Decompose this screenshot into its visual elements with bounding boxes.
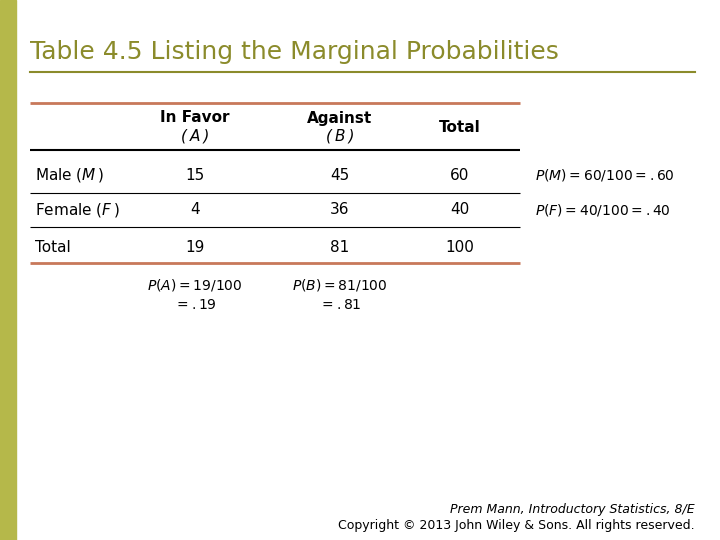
Text: $= .81$: $= .81$	[319, 298, 361, 312]
Text: 60: 60	[450, 167, 469, 183]
Text: 4: 4	[190, 202, 200, 218]
Text: $P(A) = 19/100$: $P(A) = 19/100$	[148, 277, 243, 293]
Text: 36: 36	[330, 202, 350, 218]
Text: $= .19$: $= .19$	[174, 298, 217, 312]
Text: $P(B) = 81/100$: $P(B) = 81/100$	[292, 277, 388, 293]
Text: 100: 100	[446, 240, 474, 255]
Text: Male ($M\,$): Male ($M\,$)	[35, 166, 104, 184]
Text: Total: Total	[439, 119, 481, 134]
Text: In Favor: In Favor	[161, 111, 230, 125]
Text: $P(M) = 60/100 = .60$: $P(M) = 60/100 = .60$	[535, 167, 675, 183]
Text: 15: 15	[185, 167, 204, 183]
Text: 19: 19	[185, 240, 204, 255]
Text: Table 4.5 Listing the Marginal Probabilities: Table 4.5 Listing the Marginal Probabili…	[30, 40, 559, 64]
Text: ( B ): ( B )	[325, 129, 354, 144]
Text: $P(F) = 40/100 = .40$: $P(F) = 40/100 = .40$	[535, 202, 671, 218]
Text: Female ($F\,$): Female ($F\,$)	[35, 201, 120, 219]
Text: 40: 40	[451, 202, 469, 218]
Bar	[0, 0, 16, 540]
Text: Prem Mann, Introductory Statistics, 8/E: Prem Mann, Introductory Statistics, 8/E	[451, 503, 695, 516]
Text: ( A ): ( A )	[181, 129, 210, 144]
Text: Against: Against	[307, 111, 373, 125]
Text: 45: 45	[330, 167, 350, 183]
Text: 81: 81	[330, 240, 350, 255]
Text: Total: Total	[35, 240, 71, 255]
Text: Copyright © 2013 John Wiley & Sons. All rights reserved.: Copyright © 2013 John Wiley & Sons. All …	[338, 519, 695, 532]
